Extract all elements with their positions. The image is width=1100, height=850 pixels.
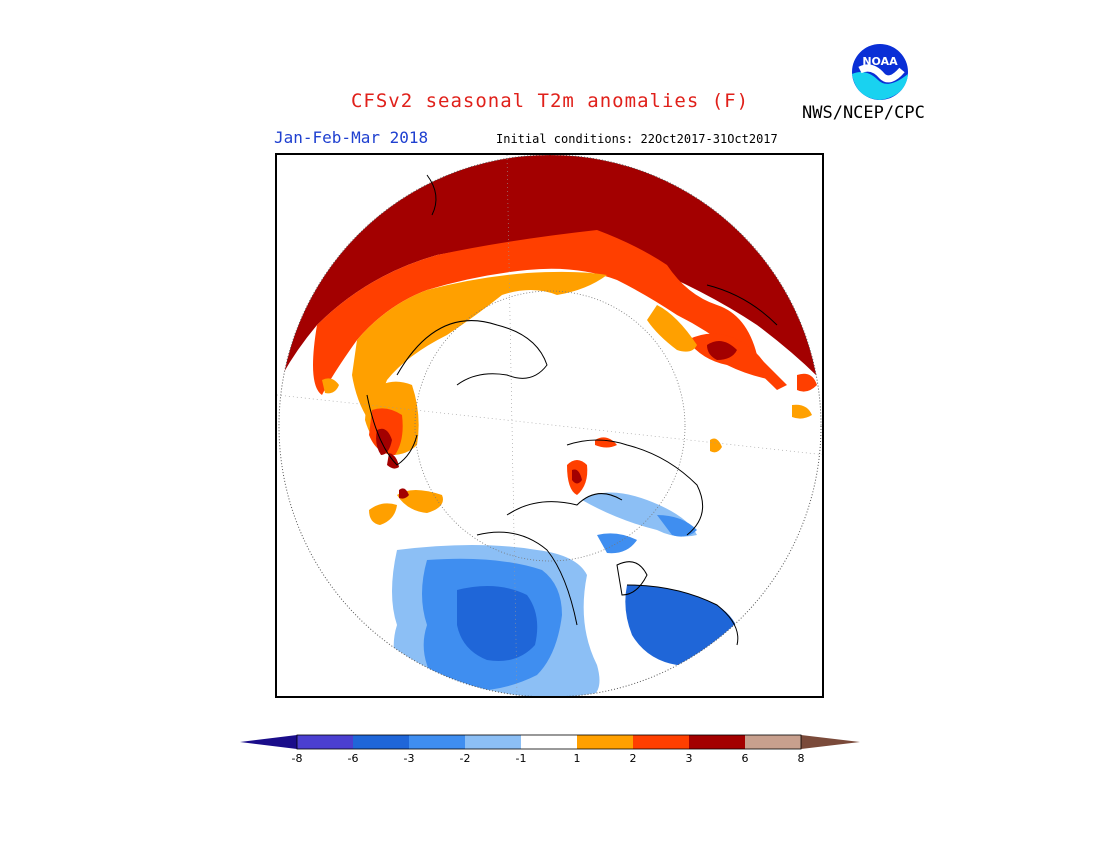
colorbar-bin [297,735,353,749]
colorbar-tick: -2 [459,752,471,765]
colorbar-tick: 3 [685,752,693,765]
colorbar-max-arrow [801,735,860,749]
anomaly-region-orange [352,271,607,425]
polar-map [275,153,824,698]
colorbar-bin [353,735,409,749]
anomaly-region-dark-red [279,155,821,385]
colorbar-bin [465,735,521,749]
anomaly-region-red [313,230,787,395]
colorbar [240,734,860,750]
colorbar-bin [521,735,577,749]
coastlines [366,174,778,646]
agency-label: NWS/NCEP/CPC [802,103,925,123]
colorbar-tick: -3 [403,752,415,765]
noaa-logo-text: NOAA [862,55,898,68]
anomaly-field [279,155,821,696]
initial-conditions: Initial conditions: 22Oct2017-31Oct2017 [496,132,778,146]
anomaly-region-blue [457,586,538,661]
colorbar-tick: 6 [741,752,749,765]
colorbar-bin [409,735,465,749]
colorbar-bin [745,735,801,749]
colorbar-tick: -1 [515,752,527,765]
colorbar-tick: -6 [347,752,359,765]
colorbar-tick: 2 [629,752,637,765]
colorbar-bin [689,735,745,749]
colorbar-min-arrow [240,735,297,749]
colorbar-tick: -8 [291,752,303,765]
forecast-period: Jan-Feb-Mar 2018 [274,128,429,147]
colorbar-tick: 8 [797,752,805,765]
colorbar-bin [633,735,689,749]
colorbar-tick: 1 [573,752,581,765]
noaa-logo: NOAA [849,41,911,103]
chart-title: CFSv2 seasonal T2m anomalies (F) [350,90,750,112]
colorbar-bin [577,735,633,749]
